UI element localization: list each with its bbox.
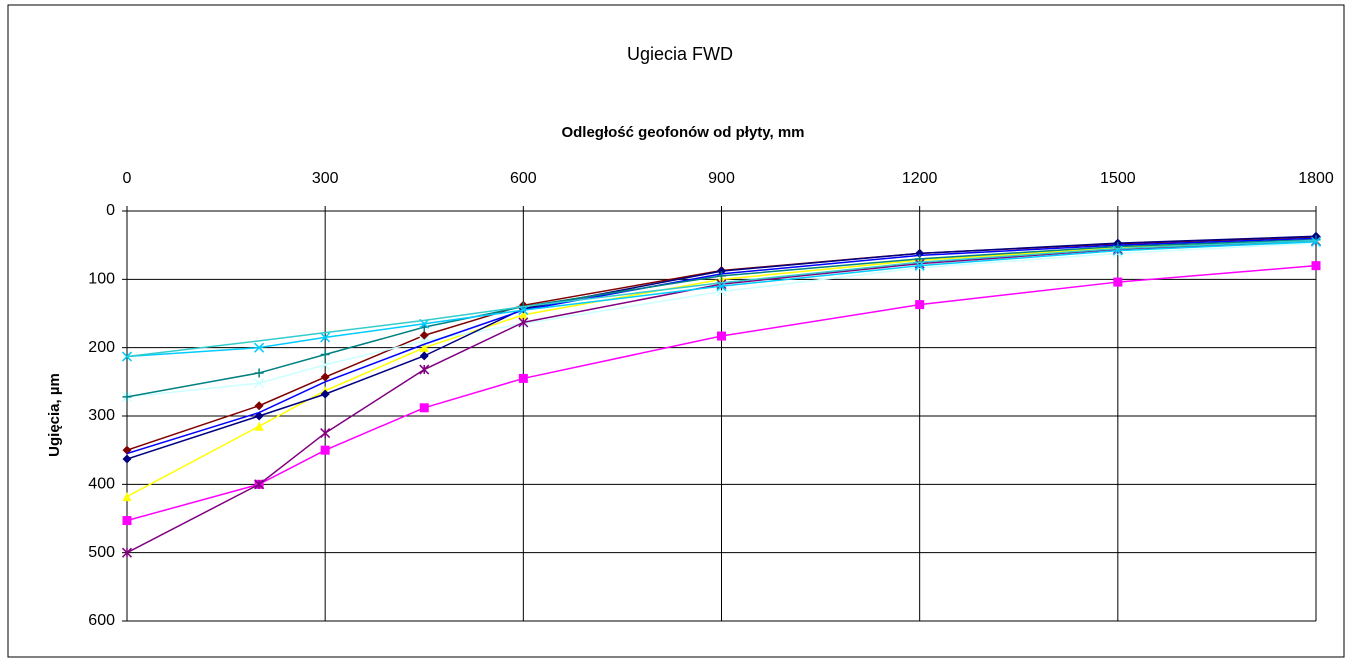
data-point <box>121 547 133 558</box>
data-point <box>419 343 429 353</box>
data-point <box>320 428 331 439</box>
x-tick-label: 1800 <box>1298 170 1334 187</box>
data-point <box>1113 277 1123 287</box>
x-tick-label: 900 <box>708 170 735 187</box>
data-point <box>419 351 429 361</box>
y-tick-label: 500 <box>88 544 115 561</box>
x-tick-label: 1500 <box>1100 170 1136 187</box>
y-axis-title: Ugięcia, µm <box>46 373 63 457</box>
data-point <box>518 317 529 328</box>
data-point <box>254 479 265 490</box>
data-point <box>254 368 264 378</box>
data-point <box>320 389 330 399</box>
data-point <box>320 332 331 343</box>
data-point <box>518 373 528 383</box>
data-point <box>122 392 132 402</box>
data-point <box>717 271 726 281</box>
data-point <box>915 300 925 310</box>
y-tick-label: 200 <box>88 339 115 356</box>
x-tick-label: 1200 <box>902 170 938 187</box>
x-tick-label: 300 <box>312 170 339 187</box>
x-tick-label: 0 <box>123 170 132 187</box>
data-point <box>518 310 528 320</box>
data-point <box>254 342 265 353</box>
data-point <box>320 359 331 370</box>
y-tick-label: 600 <box>88 612 115 629</box>
y-tick-label: 400 <box>88 476 115 493</box>
data-point <box>320 350 330 359</box>
x-tick-label: 600 <box>510 170 537 187</box>
y-tick-label: 100 <box>88 271 115 288</box>
data-point <box>717 331 726 341</box>
data-point <box>1112 245 1123 256</box>
data-point <box>320 445 330 455</box>
data-point <box>419 364 430 375</box>
data-point <box>122 516 132 526</box>
data-point <box>419 403 429 413</box>
data-point <box>122 492 132 502</box>
y-tick-label: 0 <box>106 202 115 219</box>
data-point <box>254 401 264 411</box>
data-point <box>1310 236 1322 247</box>
data-point <box>254 378 265 389</box>
data-point <box>320 372 330 382</box>
data-point <box>122 454 132 464</box>
y-tick-label: 300 <box>88 407 115 424</box>
chart-title: Ugiecia FWD <box>627 44 733 64</box>
x-axis-title: Odległość geofonów od płyty, mm <box>561 124 804 141</box>
data-point <box>254 421 264 431</box>
data-point <box>1311 261 1321 271</box>
data-point <box>1113 242 1123 252</box>
chart-frame <box>7 4 1345 658</box>
